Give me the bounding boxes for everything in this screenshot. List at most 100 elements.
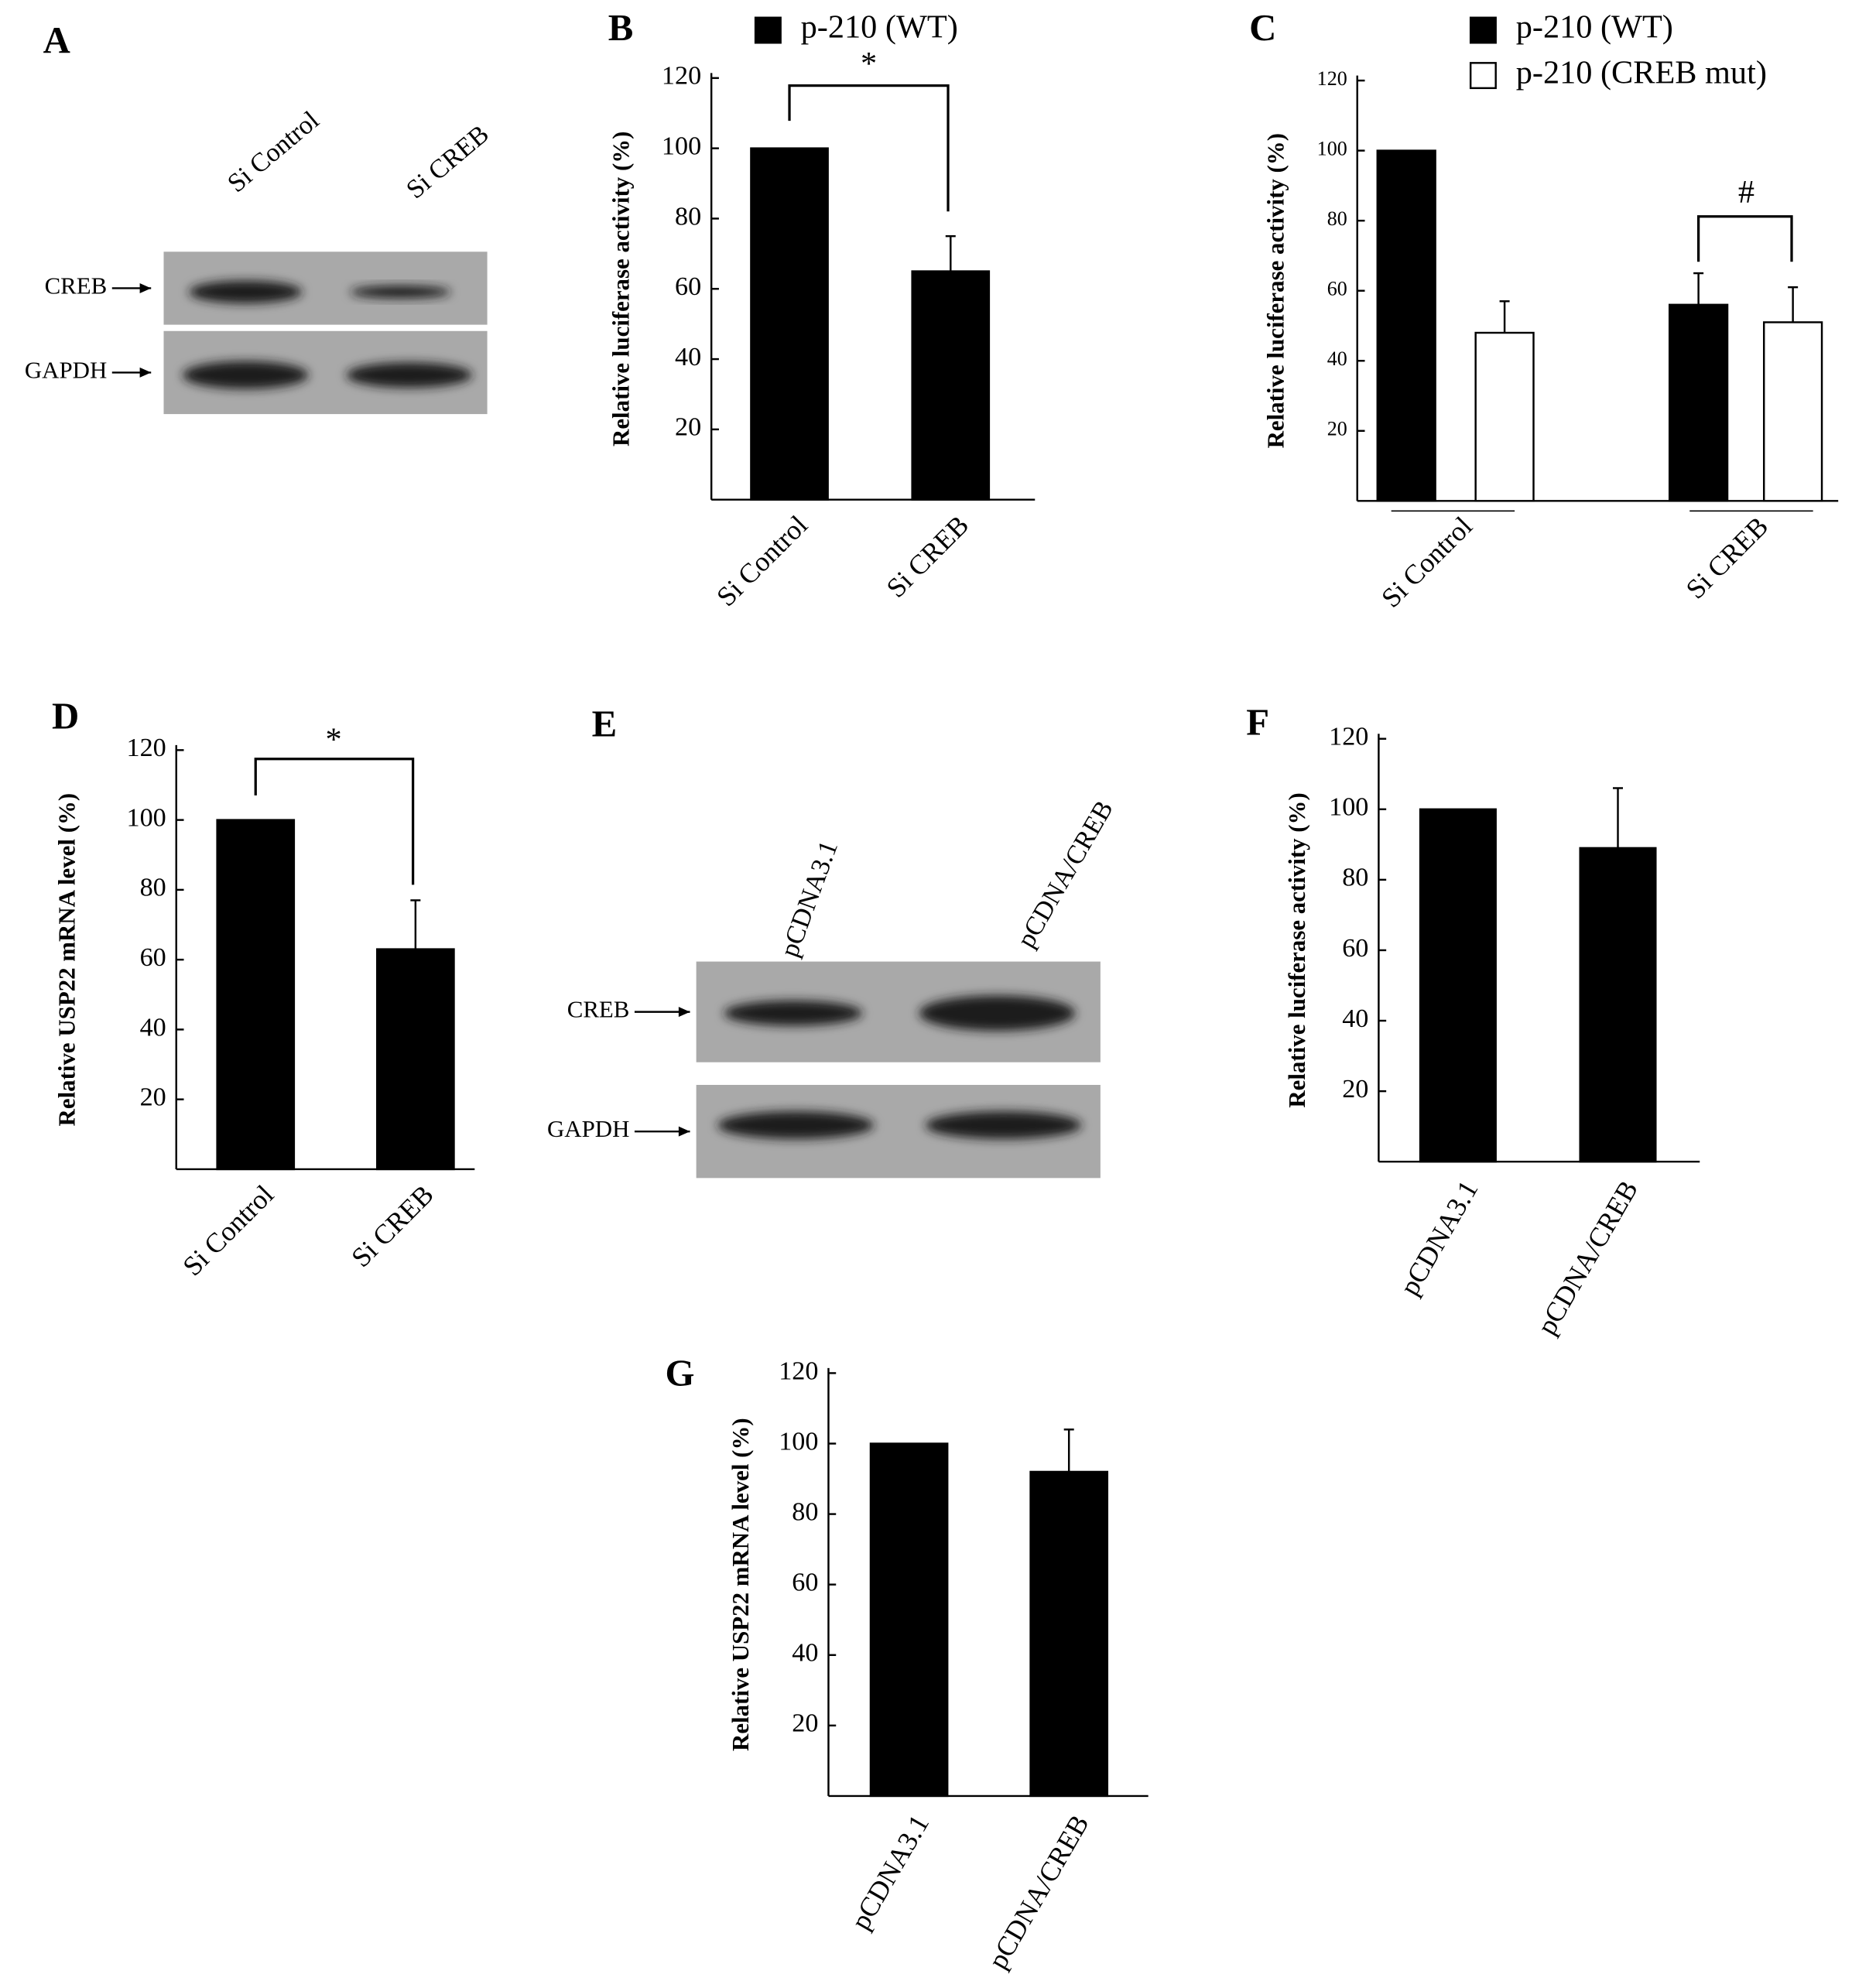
error-bar (1788, 286, 1799, 323)
y-tick-label: 100 (662, 132, 701, 160)
y-tick-label: 100 (1329, 793, 1368, 822)
error-bar (410, 899, 421, 949)
arrow-head (678, 1007, 690, 1018)
y-tick-label: 40 (675, 343, 701, 371)
blot-band (724, 1001, 863, 1026)
panel-label: E (592, 703, 618, 744)
x-tick-label: Si Control (1375, 511, 1478, 614)
legend-swatch (754, 16, 782, 44)
panel-label: G (666, 1353, 695, 1394)
legend-label: p-210 (CREB mut) (1516, 54, 1767, 91)
y-tick-label: 40 (140, 1013, 166, 1042)
y-tick-label: 40 (792, 1639, 818, 1668)
panel-label: A (43, 19, 70, 61)
panel-label: F (1246, 702, 1269, 744)
y-tick-label: 120 (127, 734, 166, 762)
y-tick-label: 120 (779, 1357, 818, 1385)
annotation: * (861, 46, 877, 82)
x-tick-label: Si CREB (880, 509, 974, 604)
y-tick-label: 20 (140, 1083, 166, 1112)
bar (1668, 303, 1729, 502)
y-tick-label: 80 (675, 202, 701, 231)
panel-label: D (52, 696, 79, 737)
panel-label: C (1249, 7, 1276, 49)
legend-label: p-210 (WT) (1516, 9, 1673, 46)
legend-swatch (1469, 62, 1497, 90)
y-tick-label: 60 (140, 943, 166, 972)
y-axis-label: Relative luciferase activity (%) (1283, 792, 1310, 1107)
x-tick-label: pCDNA3.1 (1394, 1175, 1484, 1301)
blot-band (925, 1111, 1082, 1139)
arrow-head (139, 367, 152, 378)
annotation: # (1738, 174, 1754, 210)
x-tick-label: Si Control (710, 509, 813, 612)
y-tick-label: 120 (662, 62, 701, 91)
y-tick-label: 20 (792, 1709, 818, 1738)
blot-band (919, 995, 1076, 1032)
bar (1029, 1470, 1109, 1798)
lane-label: pCDNA/CREB (1012, 796, 1119, 953)
y-axis-label: Relative USP22 mRNA level (%) (727, 1418, 754, 1751)
x-tick-label: pCDNA3.1 (845, 1809, 936, 1935)
bar (1474, 331, 1535, 502)
y-tick-label: 40 (1342, 1004, 1368, 1033)
y-tick-label: 80 (1342, 864, 1368, 892)
blot-band (346, 362, 473, 388)
y-tick-label: 20 (1327, 418, 1347, 440)
x-tick-label: Si CREB (345, 1179, 440, 1273)
y-tick-label: 80 (1327, 207, 1347, 230)
error-bar (1063, 1428, 1074, 1472)
row-label: GAPDH (547, 1115, 629, 1142)
bar (216, 819, 296, 1171)
y-tick-label: 80 (792, 1497, 818, 1526)
y-axis-label: Relative luciferase activity (%) (607, 132, 634, 446)
y-tick-label: 60 (1327, 278, 1347, 300)
blot-band (189, 280, 303, 303)
bracket (1696, 215, 1793, 262)
legend-swatch (1469, 16, 1497, 44)
y-tick-label: 60 (675, 272, 701, 301)
error-bar (1612, 787, 1624, 848)
blot-band (182, 361, 309, 389)
y-tick-label: 80 (140, 874, 166, 902)
bar (911, 270, 991, 501)
legend-label: p-210 (WT) (801, 9, 958, 46)
row-label: GAPDH (25, 357, 107, 384)
y-tick-label: 60 (1342, 934, 1368, 963)
x-tick-label: pCDNA/CREB (1531, 1175, 1644, 1340)
bar (1419, 808, 1497, 1163)
y-tick-label: 100 (127, 803, 166, 832)
bar (869, 1442, 949, 1798)
y-tick-label: 100 (779, 1427, 818, 1456)
error-bar (945, 234, 956, 272)
bar (376, 948, 455, 1171)
bar (1762, 321, 1823, 502)
arrow-head (139, 282, 152, 293)
bracket (788, 84, 950, 212)
error-bar (1499, 300, 1510, 334)
x-tick-label: Si Control (176, 1179, 279, 1281)
arrow-head (678, 1126, 690, 1137)
panel-label: B (608, 7, 634, 49)
y-tick-label: 60 (792, 1569, 818, 1597)
y-axis-label: Relative luciferase activity (%) (1262, 133, 1289, 448)
bar (1579, 847, 1657, 1163)
y-tick-label: 20 (675, 413, 701, 442)
row-label: CREB (567, 996, 630, 1023)
annotation: * (326, 721, 342, 758)
blot-band (350, 286, 451, 299)
y-tick-label: 20 (1342, 1075, 1368, 1103)
lane-label: Si CREB (401, 120, 494, 204)
error-bar (1693, 272, 1704, 305)
y-axis-label: Relative USP22 mRNA level (%) (53, 793, 80, 1127)
x-tick-label: Si CREB (1680, 511, 1775, 605)
y-tick-label: 40 (1327, 347, 1347, 370)
y-tick-label: 120 (1329, 723, 1368, 751)
y-tick-label: 100 (1317, 138, 1347, 160)
row-label: CREB (45, 272, 108, 299)
blot-band (717, 1111, 875, 1139)
bar (1376, 149, 1436, 502)
x-tick-label: pCDNA/CREB (982, 1809, 1095, 1974)
y-tick-label: 120 (1317, 67, 1347, 90)
